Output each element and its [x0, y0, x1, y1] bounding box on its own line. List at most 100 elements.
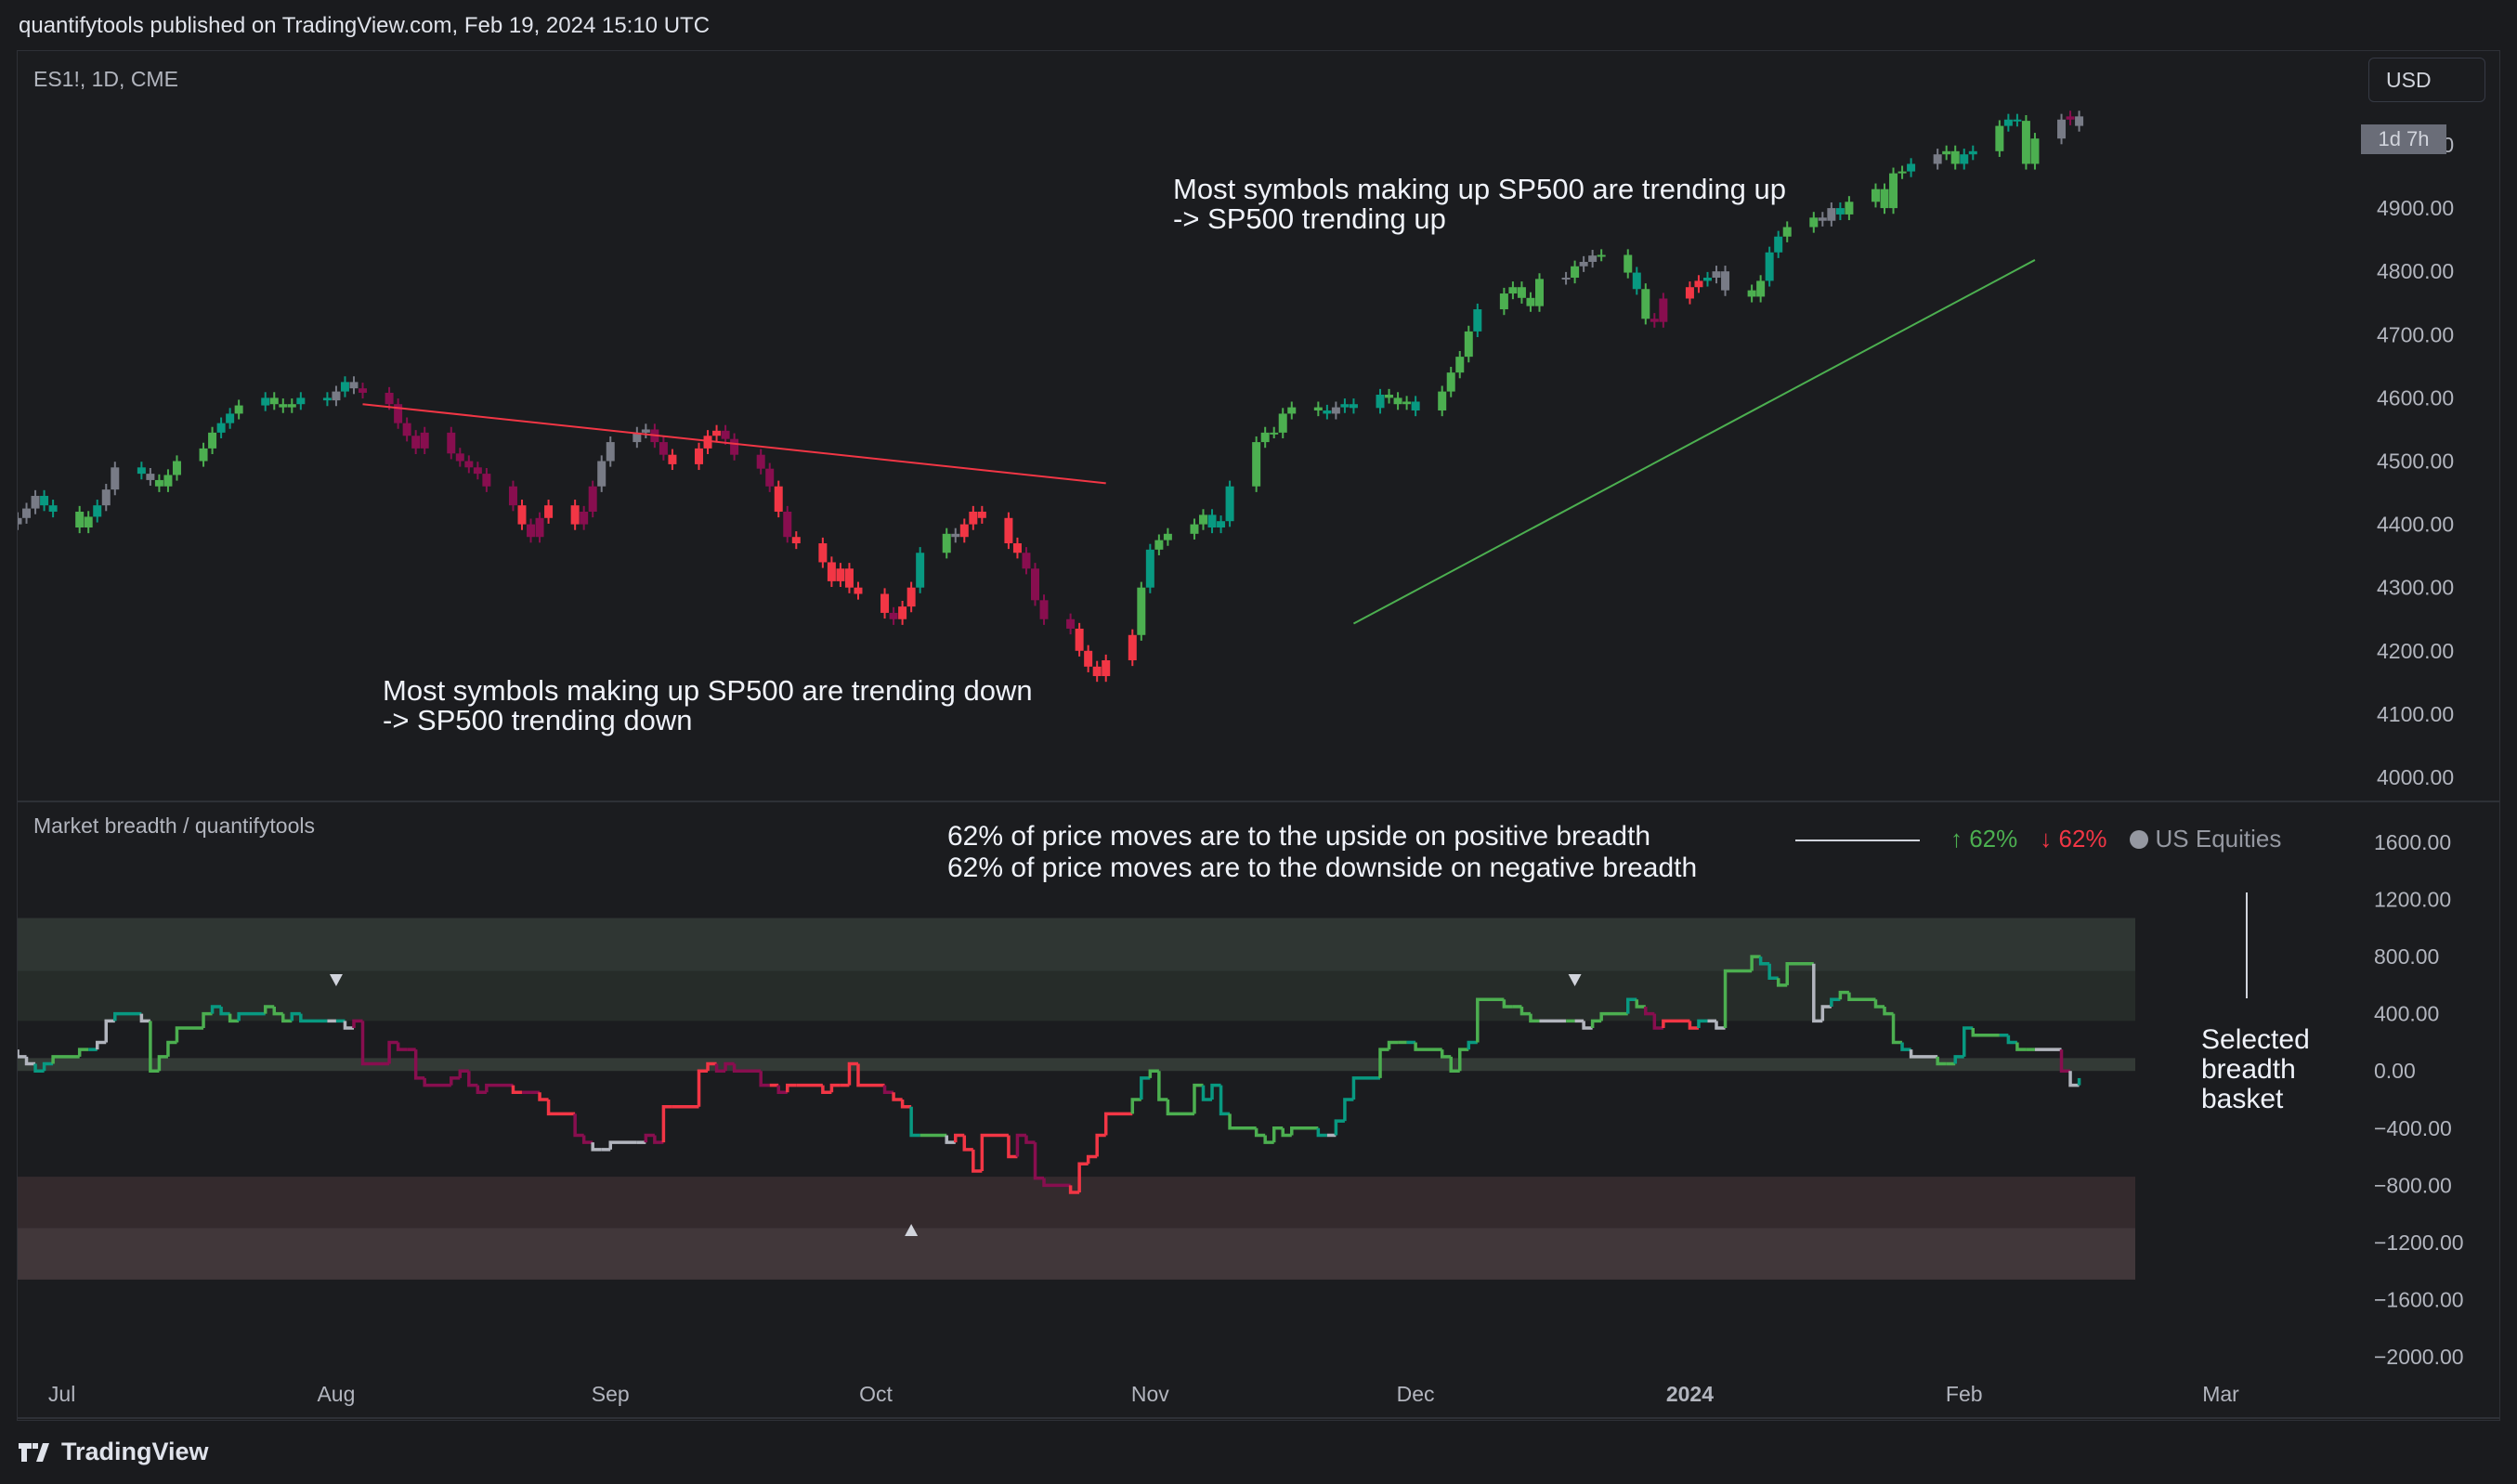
- candle: [1499, 287, 1508, 316]
- candle: [349, 376, 359, 395]
- candle: [2075, 111, 2084, 132]
- candle-body: [1376, 394, 1385, 409]
- candle: [659, 436, 668, 461]
- breadth-segment: [1157, 1071, 1168, 1101]
- candle: [535, 512, 544, 543]
- candle-body: [1650, 319, 1659, 322]
- breadth-segment: [1140, 1076, 1151, 1100]
- selected-label-line: breadth: [2201, 1054, 2296, 1085]
- candle: [668, 449, 677, 471]
- candle-body: [1694, 280, 1703, 288]
- breadth-segment: [1254, 1127, 1266, 1138]
- breadth-segment: [458, 1069, 469, 1078]
- candle-body: [712, 430, 722, 436]
- candle-body: [1331, 407, 1340, 414]
- candle: [1376, 388, 1385, 414]
- candle-body: [951, 533, 960, 538]
- candle-body: [916, 553, 925, 588]
- candle: [756, 449, 765, 475]
- chart-frame[interactable]: 5000.004900.004800.004700.004600.004500.…: [17, 50, 2500, 1421]
- candle-body: [1075, 628, 1084, 651]
- breadth-segment: [1582, 1021, 1593, 1030]
- candle: [1198, 509, 1207, 530]
- legend-basket[interactable]: US Equities: [2129, 825, 2282, 853]
- breadth-zone-low: [18, 1177, 2135, 1229]
- breadth-segment: [42, 1061, 54, 1072]
- breadth-axis-label: 800.00: [2374, 944, 2439, 969]
- candle-body: [75, 511, 85, 528]
- candle: [1818, 212, 1827, 227]
- candle: [527, 518, 536, 543]
- candle-body: [1845, 202, 1854, 215]
- price-axis-label: 4200.00: [2377, 639, 2454, 663]
- breadth-segment: [352, 1019, 363, 1029]
- time-axis-label: Feb: [1946, 1382, 1983, 1406]
- breadth-segment: [1662, 1019, 1690, 1029]
- candle: [1084, 644, 1093, 672]
- breadth-segment: [1847, 992, 1876, 1002]
- candle: [854, 581, 863, 600]
- candle-body: [1066, 618, 1076, 629]
- candle-body: [48, 505, 58, 512]
- breadth-segment: [1378, 1048, 1389, 1078]
- indicator-legend: ↑ 62% ↓ 62% US Equities: [1950, 825, 2281, 853]
- breadth-axis-label: 1600.00: [2374, 830, 2451, 854]
- breadth-segment: [33, 1063, 45, 1073]
- breadth-segment: [166, 1040, 177, 1057]
- candle: [2057, 113, 2067, 145]
- candle: [1004, 512, 1013, 550]
- breadth-markers: [329, 974, 1582, 1236]
- breadth-segment: [1007, 1135, 1018, 1159]
- breadth-segment: [1873, 999, 1885, 1009]
- breadth-segment: [546, 1100, 576, 1116]
- candle: [154, 474, 163, 492]
- breadth-segment: [581, 1135, 593, 1144]
- breadth-segment: [2059, 1049, 2071, 1073]
- candle-body: [394, 404, 403, 423]
- breadth-segment: [1519, 1006, 1531, 1016]
- tradingview-logo[interactable]: TradingView: [19, 1438, 209, 1466]
- legend-basket-label: US Equities: [2155, 825, 2282, 853]
- breadth-segment: [1883, 1006, 1894, 1016]
- candle-body: [1756, 280, 1766, 297]
- candle-body: [898, 606, 907, 619]
- candle-body: [464, 461, 474, 468]
- candle-body: [1499, 293, 1508, 310]
- candle: [1845, 196, 1854, 221]
- breadth-segment: [1033, 1142, 1045, 1180]
- selected-label-line: Selected: [2201, 1024, 2310, 1055]
- currency-button[interactable]: USD: [2368, 58, 2485, 102]
- breadth-segment: [423, 1077, 451, 1087]
- price-axis-label: 4700.00: [2377, 322, 2454, 346]
- breadth-segment: [1909, 1049, 1938, 1059]
- candle-body: [783, 511, 792, 538]
- candle: [844, 563, 854, 593]
- candle-body: [1278, 413, 1287, 433]
- breadth-segment: [1343, 1098, 1354, 1122]
- candle: [473, 462, 482, 480]
- chart-canvas[interactable]: 5000.004900.004800.004700.004600.004500.…: [18, 51, 2499, 1420]
- breadth-segment: [210, 1005, 222, 1014]
- candle: [1880, 183, 1889, 215]
- candle: [1747, 284, 1756, 303]
- candle-body: [2003, 119, 2013, 126]
- candle: [359, 383, 368, 399]
- breadth-segment: [1467, 1040, 1478, 1050]
- candle: [1871, 183, 1880, 208]
- price-candles: [18, 111, 2084, 683]
- breadth-segment: [1024, 1135, 1036, 1144]
- selected-label-line: basket: [2201, 1084, 2284, 1114]
- candle: [633, 426, 642, 449]
- candle-body: [216, 423, 226, 433]
- candle-body: [1818, 217, 1827, 221]
- candle-body: [1597, 254, 1606, 257]
- candle: [2021, 114, 2030, 170]
- candle: [2003, 113, 2013, 132]
- candle-body: [570, 505, 580, 525]
- time-axis-label: Nov: [1131, 1382, 1169, 1406]
- candle-body: [597, 461, 606, 487]
- candle-body: [1907, 163, 1916, 172]
- candle-body: [659, 442, 668, 455]
- breadth-segment: [1758, 957, 1770, 966]
- candle: [1968, 145, 1977, 161]
